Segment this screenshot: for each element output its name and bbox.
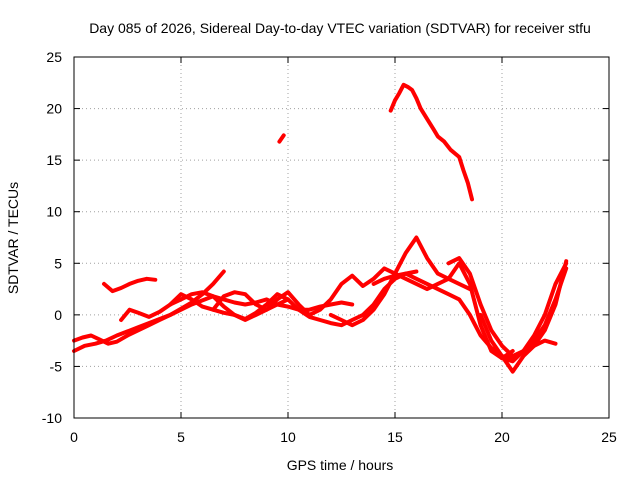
- x-tick-label: 20: [494, 429, 510, 445]
- y-tick-label: 25: [46, 49, 62, 65]
- y-tick-label: -10: [42, 410, 62, 426]
- x-tick-label: 25: [601, 429, 617, 445]
- series-line-sat-d: [119, 290, 290, 322]
- axis-ticks: 0 5 10 15 20 25 -10 -5 0 5 10 15 20 25: [42, 49, 617, 445]
- series-line-sat-f: [211, 266, 472, 317]
- series-line-sat-l: [277, 133, 286, 144]
- chart-title: Day 085 of 2026, Sidereal Day-to-day VTE…: [89, 20, 591, 36]
- series-line-sat-j: [478, 259, 569, 374]
- x-tick-label: 10: [280, 429, 296, 445]
- series-line-sat-k: [500, 338, 558, 364]
- series-line-sat-h: [371, 261, 569, 361]
- x-tick-label: 5: [177, 429, 185, 445]
- y-tick-label: 15: [46, 152, 62, 168]
- x-axis-label: GPS time / hours: [287, 457, 394, 473]
- plot-frame: [73, 56, 610, 419]
- y-tick-label: -5: [50, 358, 63, 374]
- series-line-sat-g: [328, 235, 515, 361]
- data-series: [72, 82, 569, 374]
- y-tick-label: 20: [46, 101, 62, 117]
- y-tick-label: 5: [54, 255, 62, 271]
- grid-lines: [74, 57, 609, 418]
- y-axis-label: SDTVAR / TECUs: [5, 182, 21, 294]
- series-line-sat-m: [388, 82, 474, 202]
- x-tick-label: 0: [70, 429, 78, 445]
- x-tick-label: 15: [387, 429, 403, 445]
- series-line-sat-c: [102, 276, 158, 294]
- y-tick-label: 10: [46, 204, 62, 220]
- y-tick-label: 0: [54, 307, 62, 323]
